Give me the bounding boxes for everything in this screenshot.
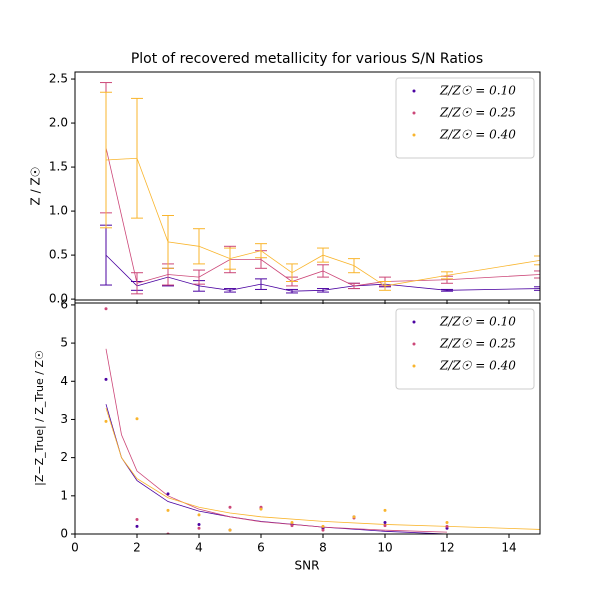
point bbox=[259, 507, 263, 511]
point bbox=[228, 528, 232, 532]
y-tick-label: 6 bbox=[60, 297, 68, 311]
point bbox=[104, 307, 108, 311]
x-tick-label: 4 bbox=[195, 541, 203, 555]
legend-label: Z/Z☉ = 0.10 bbox=[439, 84, 516, 98]
x-tick-label: 2 bbox=[133, 541, 141, 555]
legend-label: Z/Z☉ = 0.25 bbox=[439, 337, 516, 351]
series-line bbox=[105, 254, 540, 292]
legend-box bbox=[395, 308, 535, 390]
y-tick-label: 5 bbox=[60, 336, 68, 350]
legend-marker bbox=[412, 111, 416, 115]
point bbox=[383, 524, 387, 528]
y-tick-label: 2.5 bbox=[49, 72, 68, 86]
legend-label: Z/Z☉ = 0.40 bbox=[439, 128, 516, 142]
y-tick-label: 2.0 bbox=[49, 116, 68, 130]
y-axis-label: |Z−Z_True| / Z_True / Z☉ bbox=[33, 350, 46, 486]
y-tick-label: 1 bbox=[60, 488, 68, 502]
point bbox=[352, 515, 356, 519]
y-tick-label: 0.5 bbox=[49, 248, 68, 262]
plot-area bbox=[104, 307, 540, 534]
axes-frame bbox=[74, 71, 541, 301]
point bbox=[321, 524, 325, 528]
fit-curve bbox=[105, 348, 448, 533]
point bbox=[445, 521, 449, 525]
point bbox=[166, 508, 170, 512]
point bbox=[383, 521, 387, 525]
x-tick-label: 6 bbox=[257, 541, 265, 555]
point bbox=[290, 521, 294, 525]
series-line bbox=[105, 157, 540, 287]
point bbox=[135, 524, 139, 528]
y-tick-label: 0.0 bbox=[49, 292, 68, 306]
legend-label: Z/Z☉ = 0.40 bbox=[439, 359, 516, 373]
point bbox=[228, 505, 232, 509]
plot-area bbox=[100, 82, 540, 295]
legend-marker bbox=[412, 320, 416, 324]
series-line bbox=[105, 147, 540, 287]
point bbox=[321, 528, 325, 532]
point bbox=[135, 417, 139, 421]
x-tick-label: 14 bbox=[501, 541, 516, 555]
y-axis-label: Z / Z☉ bbox=[29, 167, 43, 206]
point bbox=[166, 492, 170, 496]
chart-title: Plot of recovered metallicity for variou… bbox=[131, 51, 483, 67]
y-tick-label: 0 bbox=[60, 527, 68, 541]
y-tick-label: 3 bbox=[60, 412, 68, 426]
legend-label: Z/Z☉ = 0.25 bbox=[439, 106, 516, 120]
y-tick-label: 2 bbox=[60, 450, 68, 464]
point bbox=[445, 524, 449, 528]
point bbox=[197, 526, 201, 530]
x-tick-label: 0 bbox=[71, 541, 79, 555]
legend-marker bbox=[412, 364, 416, 368]
x-tick-label: 10 bbox=[377, 541, 392, 555]
legend-box bbox=[395, 77, 535, 159]
legend-marker bbox=[412, 342, 416, 346]
fit-curve bbox=[105, 404, 448, 534]
point bbox=[197, 513, 201, 517]
point bbox=[290, 524, 294, 528]
y-tick-label: 1.5 bbox=[49, 160, 68, 174]
y-tick-label: 1.0 bbox=[49, 204, 68, 218]
axes-frame bbox=[74, 302, 541, 535]
x-axis-label: SNR bbox=[295, 559, 320, 573]
point bbox=[104, 377, 108, 381]
fit-curve bbox=[105, 407, 540, 530]
legend-label: Z/Z☉ = 0.10 bbox=[439, 315, 516, 329]
y-tick-label: 4 bbox=[60, 374, 68, 388]
point bbox=[135, 517, 139, 521]
point bbox=[383, 508, 387, 512]
point bbox=[104, 419, 108, 423]
legend-marker bbox=[412, 89, 416, 93]
x-tick-label: 12 bbox=[439, 541, 454, 555]
x-tick-label: 8 bbox=[319, 541, 327, 555]
legend-marker bbox=[412, 133, 416, 137]
point bbox=[197, 522, 201, 526]
